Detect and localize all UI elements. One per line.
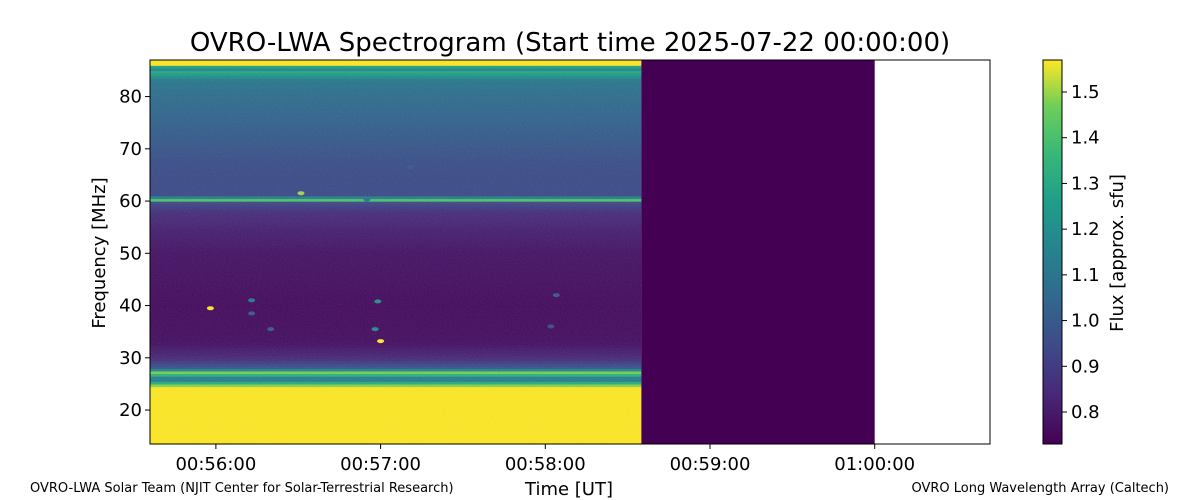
colorbar-gradient: [1043, 60, 1062, 444]
x-tick-label: 00:59:00: [670, 454, 751, 475]
colorbar-tick-label: 1.1: [1071, 265, 1100, 286]
colorbar-tick-label: 1.2: [1071, 219, 1100, 240]
colorbar-tick-label: 1.0: [1071, 311, 1100, 332]
footer-credit-right: OVRO Long Wavelength Array (Caltech): [911, 481, 1169, 496]
x-axis-label: Time [UT]: [524, 479, 613, 500]
colorbar-tick-label: 1.4: [1071, 128, 1100, 149]
no-data-fill: [641, 60, 875, 444]
colorbar: 0.8 0.9 1.0 1.1 1.2 1.3 1.4 1.5 Flux [approx. s…: [1042, 59, 1128, 445]
y-tick-label: 30: [119, 348, 142, 369]
x-tick-label: 00:57:00: [340, 454, 421, 475]
y-axis-label: Frequency [MHz]: [89, 177, 110, 328]
colorbar-label: Flux [approx. sfu]: [1107, 174, 1128, 332]
plot-area: [149, 59, 991, 445]
y-tick-label: 60: [119, 191, 142, 212]
y-tick-label: 20: [119, 400, 142, 421]
plot-frame: [149, 59, 991, 445]
x-axis: 00:56:00 00:57:00 00:58:00 00:59:00 01:00:00: [175, 444, 915, 475]
colorbar-tick-label: 1.5: [1071, 82, 1100, 103]
colorbar-tick-label: 1.3: [1071, 173, 1100, 194]
footer-credit-left: OVRO-LWA Solar Team (NJIT Center for Sol…: [30, 481, 454, 496]
chart-title: OVRO-LWA Spectrogram (Start time 2025-07…: [190, 28, 950, 58]
y-tick-label: 50: [119, 243, 142, 264]
y-tick-label: 80: [119, 87, 142, 108]
x-tick-label: 00:58:00: [505, 454, 586, 475]
noise-texture: [150, 60, 642, 444]
x-tick-label: 01:00:00: [834, 454, 915, 475]
colorbar-tick-label: 0.9: [1071, 356, 1100, 377]
y-axis: 20 30 40 50 60 70 80: [119, 87, 150, 421]
x-tick-label: 00:56:00: [175, 454, 256, 475]
y-tick-label: 70: [119, 139, 142, 160]
colorbar-tick-label: 0.8: [1071, 402, 1100, 423]
y-tick-label: 40: [119, 296, 142, 317]
colorbar-frame: [1042, 59, 1063, 445]
